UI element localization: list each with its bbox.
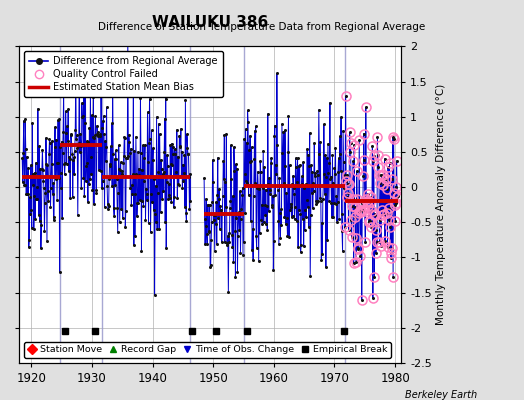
Title: WAILUKU 386: WAILUKU 386	[152, 15, 268, 30]
Text: Berkeley Earth: Berkeley Earth	[405, 390, 477, 400]
Y-axis label: Monthly Temperature Anomaly Difference (°C): Monthly Temperature Anomaly Difference (…	[436, 84, 446, 325]
Text: Difference of Station Temperature Data from Regional Average: Difference of Station Temperature Data f…	[99, 22, 425, 32]
Legend: Station Move, Record Gap, Time of Obs. Change, Empirical Break: Station Move, Record Gap, Time of Obs. C…	[24, 342, 391, 358]
